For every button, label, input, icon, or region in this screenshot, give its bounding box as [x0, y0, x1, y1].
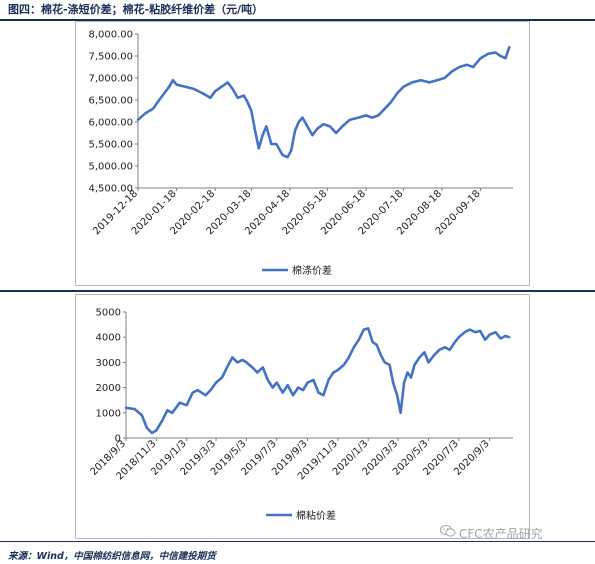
chart1-series-line — [136, 45, 511, 159]
watermark-text: CFC农产品研究 — [459, 527, 543, 541]
chart-panel-cotton-viscose: 0 1000 2000 3000 4000 5000 2018/9/3 2018/11/3 20… — [75, 294, 530, 539]
chart-cotton-polyester-spread: 4,500.00 5,000.00 5,500.00 6,000.00 6,500.00… — [88, 30, 513, 277]
chart1-y-tick-label: 4,500.00 — [88, 184, 133, 195]
chart2-y-tick-label: 4000 — [96, 333, 121, 344]
middle-divider — [0, 290, 595, 292]
chart2-series-line — [124, 327, 511, 435]
chart1-y-tick-label: 6,000.00 — [88, 118, 133, 129]
chart-panel-cotton-polyester: 4,500.00 5,000.00 5,500.00 6,000.00 6,500.00… — [75, 21, 530, 286]
source-note: 来源：Wind，中国棉纺织信息网，中信建投期货 — [8, 551, 216, 562]
figure-title: 图四：棉花-涤短价差；棉花-粘胶纤维价差（元/吨） — [8, 3, 264, 16]
chart1-y-tick-label: 7,000.00 — [88, 74, 133, 85]
wechat-bubble-icon — [440, 525, 456, 537]
chart2-y-tick-label: 3000 — [96, 358, 121, 369]
chart1-y-tick-label: 6,500.00 — [88, 96, 133, 107]
chart1-legend-label: 棉涤价差 — [292, 264, 332, 277]
bottom-divider — [0, 541, 595, 542]
chart-cotton-viscose-spread: 0100020003000400050002018/9/32018/11/320… — [89, 308, 513, 522]
chart2-legend-label: 棉粘价差 — [296, 509, 336, 522]
chart2-y-tick-label: 5000 — [96, 308, 121, 319]
chart1-y-tick-label: 5,500.00 — [88, 140, 133, 151]
chart1-y-tick-label: 8,000.00 — [88, 30, 133, 41]
chart2-y-tick-label: 2000 — [96, 383, 121, 394]
chart1-y-tick-label: 7,500.00 — [88, 52, 133, 63]
chart2-y-tick-label: 1000 — [96, 408, 121, 419]
top-divider — [0, 19, 595, 21]
chart2-y-tick-label: 0 — [115, 434, 121, 445]
chart1-y-tick-label: 5,000.00 — [88, 162, 133, 173]
